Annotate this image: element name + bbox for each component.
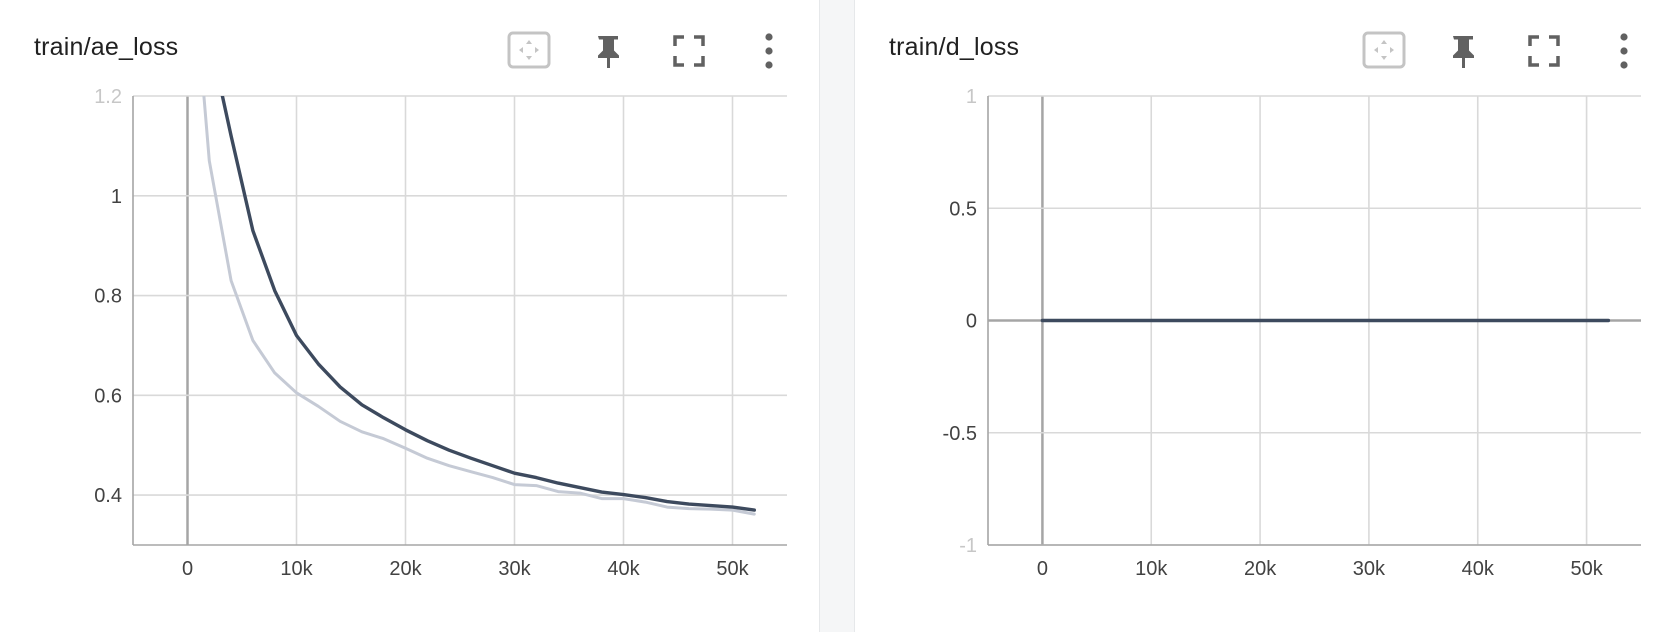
x-tick-label: 10k bbox=[1135, 558, 1168, 580]
more-options-button[interactable] bbox=[1601, 28, 1647, 74]
y-tick-label: 0.8 bbox=[94, 286, 122, 308]
fit-domain-icon bbox=[1362, 31, 1406, 69]
pin-icon bbox=[598, 36, 619, 68]
x-tick-label: 30k bbox=[498, 558, 531, 580]
x-tick-label: 50k bbox=[716, 558, 749, 580]
more-vert-icon bbox=[1620, 33, 1628, 69]
line-chart-d-loss[interactable]: 0 10k 20k 30k 40k 50k -1 -0.5 0 0.5 1 bbox=[855, 0, 1668, 632]
line-chart-ae-loss[interactable]: 0 10k 20k 30k 40k 50k 0.4 0.6 0.8 1 1.2 bbox=[0, 0, 814, 632]
x-tick-label: 10k bbox=[280, 558, 313, 580]
fullscreen-button[interactable] bbox=[1521, 28, 1567, 74]
fit-domain-button[interactable] bbox=[1361, 28, 1407, 74]
y-tick-label: -0.5 bbox=[943, 423, 977, 445]
chart-title: train/ae_loss bbox=[34, 33, 179, 61]
x-tick-label: 50k bbox=[1570, 558, 1603, 580]
fullscreen-button[interactable] bbox=[666, 28, 712, 74]
pin-button[interactable] bbox=[585, 28, 631, 74]
chart-title: train/d_loss bbox=[889, 33, 1020, 61]
x-tick-label: 20k bbox=[389, 558, 422, 580]
x-tick-label: 30k bbox=[1353, 558, 1386, 580]
y-tick-label: 0.4 bbox=[94, 485, 122, 507]
x-tick-label: 0 bbox=[182, 558, 193, 580]
fullscreen-icon bbox=[673, 35, 705, 67]
pin-button[interactable] bbox=[1440, 28, 1486, 74]
smoothed-series-line bbox=[220, 96, 756, 512]
x-tick-label: 40k bbox=[607, 558, 640, 580]
y-tick-label: 0.5 bbox=[949, 198, 977, 220]
y-tick-label: 1.2 bbox=[94, 86, 122, 108]
fullscreen-icon bbox=[1528, 35, 1560, 67]
card-header: train/ae_loss bbox=[0, 0, 819, 96]
y-tick-label: -1 bbox=[959, 535, 977, 557]
more-vert-icon bbox=[765, 33, 773, 69]
fit-domain-button[interactable] bbox=[506, 28, 552, 74]
chart-card-ae-loss: train/ae_loss 0 10k 20k 30k 40k 50k 0.4 0.6 bbox=[0, 0, 820, 632]
y-tick-label: 0.6 bbox=[94, 385, 122, 407]
fit-domain-icon bbox=[507, 31, 551, 69]
x-tick-label: 20k bbox=[1244, 558, 1277, 580]
x-tick-label: 40k bbox=[1462, 558, 1495, 580]
more-options-button[interactable] bbox=[746, 28, 792, 74]
y-tick-label: 1 bbox=[966, 86, 977, 108]
raw-series-line bbox=[202, 96, 756, 516]
chart-card-d-loss: train/d_loss 0 10k 20k 30k 40k 50k -1 -0.5 0 bbox=[854, 0, 1668, 632]
y-tick-label: 1 bbox=[111, 186, 122, 208]
card-header: train/d_loss bbox=[855, 0, 1668, 96]
x-tick-label: 0 bbox=[1037, 558, 1048, 580]
pin-icon bbox=[1453, 36, 1474, 68]
y-tick-label: 0 bbox=[966, 311, 977, 333]
